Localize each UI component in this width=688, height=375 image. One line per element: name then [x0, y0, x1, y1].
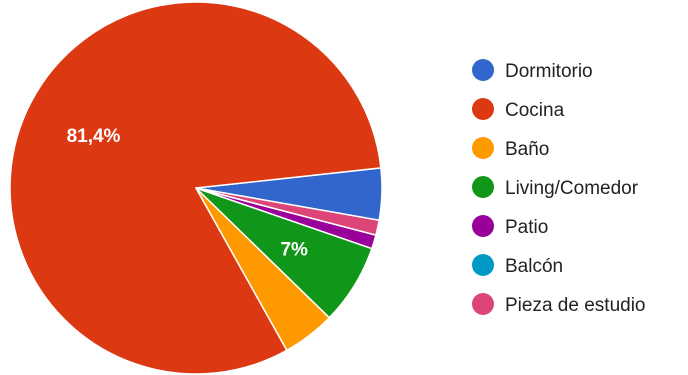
- pie-slice-cocina[interactable]: [9, 1, 382, 375]
- legend-label-pieza-de-estudio: Pieza de estudio: [505, 295, 646, 316]
- legend-label-balcon: Balcón: [505, 256, 563, 277]
- legend-swatch-living-comedor: [472, 176, 494, 198]
- pie-slices: [9, 1, 383, 375]
- slice-value-label-living-comedor: 7%: [280, 239, 308, 260]
- legend-label-patio: Patio: [505, 217, 548, 238]
- legend-label-living-comedor: Living/Comedor: [505, 178, 639, 199]
- legend-item-bano[interactable]: Baño: [472, 137, 549, 160]
- legend-label-cocina: Cocina: [505, 100, 565, 121]
- pie-slice-pieza-de-estudio[interactable]: [195, 187, 381, 237]
- legend-item-dormitorio[interactable]: Dormitorio: [472, 59, 593, 82]
- legend-swatch-pieza-de-estudio: [472, 293, 494, 315]
- legend-item-living-comedor[interactable]: Living/Comedor: [472, 176, 639, 199]
- legend-item-cocina[interactable]: Cocina: [472, 98, 565, 121]
- legend-item-pieza-de-estudio[interactable]: Pieza de estudio: [472, 293, 646, 316]
- legend-swatch-balcon: [472, 254, 494, 276]
- legend-label-bano: Baño: [505, 139, 549, 160]
- legend-item-balcon[interactable]: Balcón: [472, 254, 563, 277]
- legend-label-dormitorio: Dormitorio: [505, 61, 593, 82]
- legend-swatch-dormitorio: [472, 59, 494, 81]
- legend: Dormitorio Cocina Baño Living/Comedor Patio B…: [472, 59, 646, 316]
- legend-item-patio[interactable]: Patio: [472, 215, 548, 238]
- legend-swatch-bano: [472, 137, 494, 159]
- pie-slice-labels: 81,4% 7%: [67, 126, 308, 260]
- legend-swatch-cocina: [472, 98, 494, 120]
- slice-value-label-cocina: 81,4%: [67, 126, 121, 147]
- legend-swatch-patio: [472, 215, 494, 237]
